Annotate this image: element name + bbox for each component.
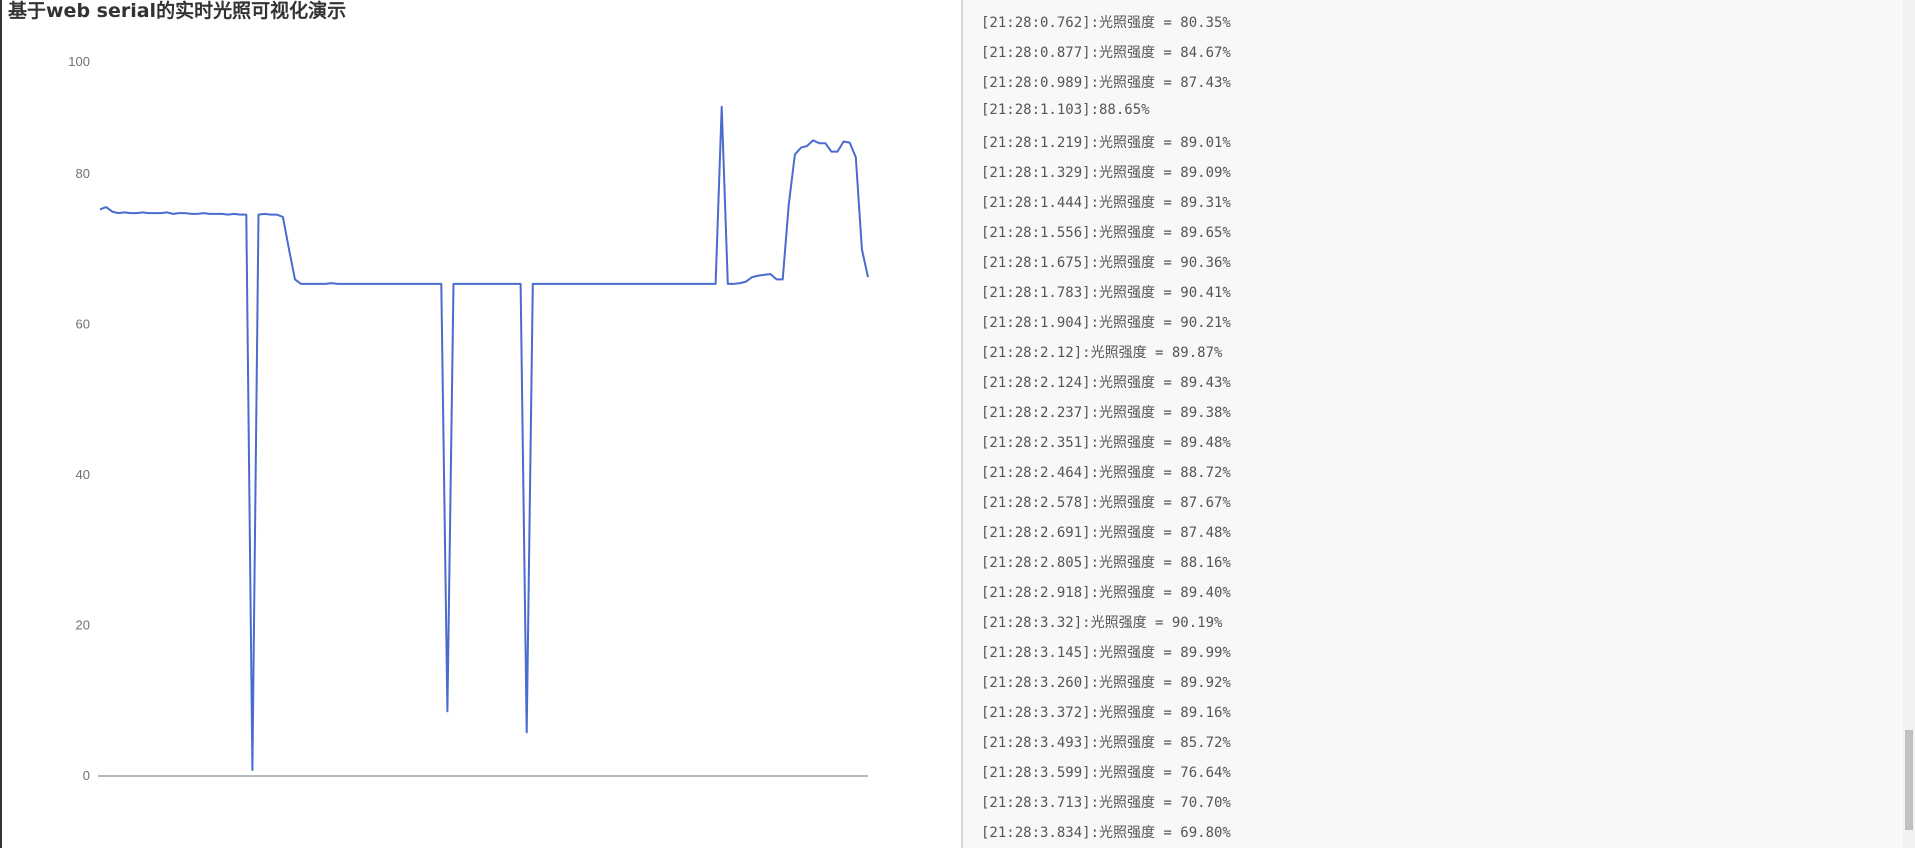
series-line — [99, 105, 869, 771]
log-line: [21:28:3.713]:光照强度 = 70.70% — [981, 795, 1231, 811]
log-line: [21:28:2.918]:光照强度 = 89.40% — [981, 585, 1231, 601]
log-line: [21:28:2.691]:光照强度 = 87.48% — [981, 525, 1231, 541]
log-line: [21:28:2.464]:光照强度 = 88.72% — [981, 465, 1231, 481]
scrollbar[interactable] — [1903, 0, 1915, 848]
y-tick-label: 100 — [68, 54, 90, 69]
log-line: [21:28:0.762]:光照强度 = 80.35% — [981, 15, 1231, 31]
log-line: [21:28:3.372]:光照强度 = 89.16% — [981, 705, 1231, 721]
scrollbar-thumb[interactable] — [1905, 730, 1913, 830]
y-tick-label: 60 — [76, 317, 90, 332]
y-tick-label: 20 — [76, 618, 90, 633]
log-line: [21:28:1.219]:光照强度 = 89.01% — [981, 135, 1231, 151]
y-tick-label: 80 — [76, 166, 90, 181]
log-line: [21:28:2.351]:光照强度 = 89.48% — [981, 435, 1231, 451]
log-line: [21:28:1.675]:光照强度 = 90.36% — [981, 255, 1231, 271]
log-line: [21:28:0.877]:光照强度 = 84.67% — [981, 45, 1231, 61]
log-line: [21:28:1.783]:光照强度 = 90.41% — [981, 285, 1231, 301]
log-line: [21:28:2.805]:光照强度 = 88.16% — [981, 555, 1231, 571]
y-tick-label: 0 — [83, 768, 90, 783]
log-line: [21:28:2.237]:光照强度 = 89.38% — [981, 405, 1231, 421]
log-line: [21:28:3.599]:光照强度 = 76.64% — [981, 765, 1231, 781]
log-line: [21:28:1.556]:光照强度 = 89.65% — [981, 225, 1231, 241]
log-line: [21:28:3.32]:光照强度 = 90.19% — [981, 615, 1223, 631]
log-line: [21:28:3.493]:光照强度 = 85.72% — [981, 735, 1231, 751]
log-line: [21:28:3.834]:光照强度 = 69.80% — [981, 825, 1231, 841]
log-line: [21:28:2.124]:光照强度 = 89.43% — [981, 375, 1231, 391]
log-line: [21:28:1.103]:88.65% — [981, 102, 1150, 118]
log-line: [21:28:2.578]:光照强度 = 87.67% — [981, 495, 1231, 511]
y-tick-label: 40 — [76, 467, 90, 482]
log-line: [21:28:2.12]:光照强度 = 89.87% — [981, 345, 1223, 361]
log-line: [21:28:3.260]:光照强度 = 89.92% — [981, 675, 1231, 691]
log-line: [21:28:1.444]:光照强度 = 89.31% — [981, 195, 1231, 211]
light-intensity-chart: 0 20 40 60 80 100 — [68, 54, 869, 783]
page-title: 基于web serial的实时光照可视化演示 — [8, 0, 347, 22]
log-line: [21:28:0.989]:光照强度 = 87.43% — [981, 75, 1231, 91]
log-line: [21:28:1.329]:光照强度 = 89.09% — [981, 165, 1231, 181]
log-line: [21:28:3.145]:光照强度 = 89.99% — [981, 645, 1231, 661]
log-line: [21:28:1.904]:光照强度 = 90.21% — [981, 315, 1231, 331]
chart-panel: 基于web serial的实时光照可视化演示 0 20 40 60 80 100 — [0, 0, 869, 848]
serial-log-panel: [21:28:0.762]:光照强度 = 80.35% [21:28:0.877]… — [961, 0, 1915, 848]
